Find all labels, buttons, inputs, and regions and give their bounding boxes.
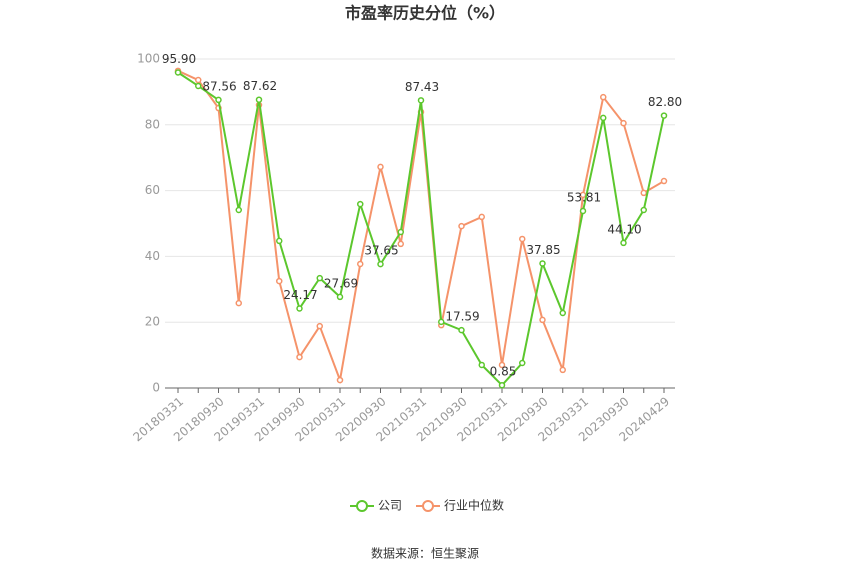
- data-point: [195, 76, 202, 84]
- data-point: [255, 96, 263, 103]
- data-point: [498, 381, 506, 389]
- data-point: [519, 359, 526, 367]
- data-label: 87.43: [405, 80, 439, 94]
- data-point: [660, 112, 668, 119]
- data-point: [195, 82, 202, 90]
- data-point: [559, 366, 566, 374]
- data-point: [660, 177, 668, 185]
- legend-label: 公司: [378, 499, 402, 513]
- data-point: [640, 189, 647, 197]
- data-point: [316, 322, 323, 330]
- y-tick-label: 0: [152, 381, 160, 395]
- data-point: [336, 376, 344, 384]
- data-point: [296, 305, 303, 312]
- data-point: [620, 119, 627, 127]
- data-point: [377, 163, 384, 171]
- data-label: 87.56: [202, 79, 236, 93]
- data-label: 37.85: [526, 243, 560, 257]
- data-point: [215, 96, 222, 104]
- data-point: [620, 239, 627, 247]
- data-point: [357, 260, 364, 268]
- data-point: [458, 222, 465, 230]
- y-tick-label: 20: [145, 315, 160, 329]
- data-point: [316, 274, 323, 282]
- data-label: 0.85: [490, 365, 517, 379]
- legend-label: 行业中位数: [444, 498, 504, 513]
- data-point: [478, 213, 485, 221]
- data-point: [235, 206, 242, 214]
- data-label: 37.65: [364, 244, 398, 258]
- data-label: 17.59: [445, 310, 479, 324]
- data-point: [458, 326, 465, 334]
- data-label: 87.62: [243, 79, 277, 93]
- chart-title: 市盈率历史分位（%）: [345, 4, 505, 23]
- data-point: [519, 235, 526, 243]
- data-point: [579, 207, 587, 215]
- data-point: [539, 260, 546, 267]
- data-label: 82.80: [648, 95, 682, 109]
- data-point: [417, 97, 425, 104]
- y-tick-label: 80: [145, 117, 160, 131]
- data-point: [397, 240, 404, 248]
- legend-marker: [422, 500, 434, 512]
- data-point: [397, 228, 404, 236]
- data-point: [357, 200, 364, 208]
- data-point: [498, 361, 506, 369]
- data-point: [296, 353, 303, 361]
- data-label: 44.10: [607, 222, 641, 236]
- legend-marker: [356, 500, 368, 512]
- y-tick-label: 100: [137, 52, 160, 66]
- data-point: [174, 69, 182, 76]
- data-point: [539, 316, 546, 324]
- data-label: 27.69: [324, 276, 358, 290]
- data-point: [276, 277, 283, 285]
- y-tick-label: 40: [145, 249, 160, 263]
- data-point: [600, 114, 607, 122]
- series-line: [177, 69, 665, 384]
- data-point: [478, 361, 485, 369]
- data-label: 24.17: [283, 288, 317, 302]
- data-point: [600, 93, 607, 101]
- data-point: [377, 260, 384, 268]
- data-point: [640, 206, 647, 214]
- data-point: [235, 299, 242, 307]
- y-tick-label: 60: [145, 183, 160, 197]
- data-point: [276, 237, 283, 245]
- data-point: [438, 318, 445, 326]
- source-note: 数据来源：恒生聚源: [371, 546, 479, 561]
- data-point: [336, 293, 344, 301]
- data-label: 95.90: [162, 52, 196, 66]
- data-label: 53.81: [567, 190, 601, 204]
- data-point: [559, 309, 566, 317]
